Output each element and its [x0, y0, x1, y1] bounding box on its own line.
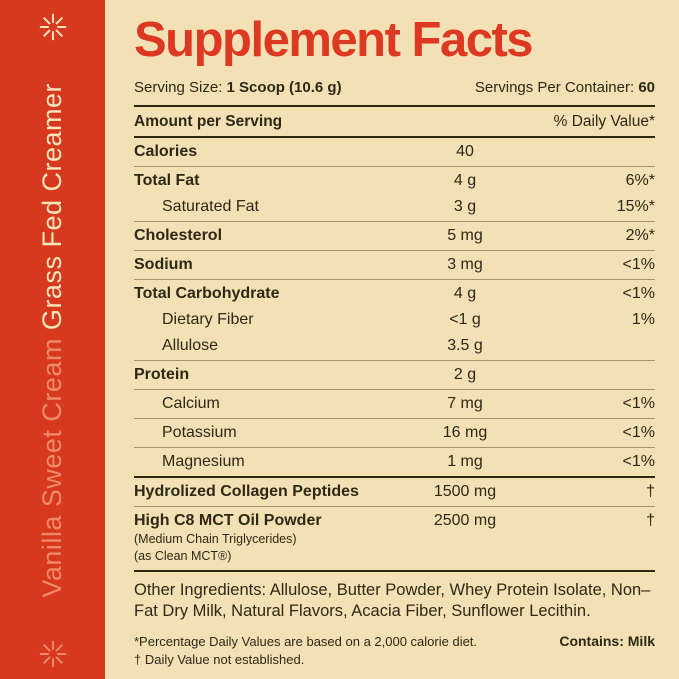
- nutrient-dv: <1%: [622, 424, 655, 441]
- nutrient-amount: 2500 mg: [433, 512, 497, 529]
- row-divider: [134, 250, 655, 251]
- nutrient-amount: 7 mg: [447, 395, 483, 412]
- nutrient-row: Saturated Fat 3 g 15%*: [134, 193, 655, 221]
- nutrient-row: Calcium 7 mg <1%: [134, 390, 655, 418]
- nutrient-amount: 1 mg: [447, 453, 483, 470]
- product-flavor: Vanilla Sweet Cream: [37, 330, 67, 598]
- servings-per-container: Servings Per Container: 60: [475, 79, 655, 96]
- row-divider: [134, 221, 655, 222]
- nutrient-name: Protein: [134, 366, 190, 383]
- nutrient-row: Allulose 3.5 g: [134, 332, 655, 360]
- row-divider: [134, 569, 655, 572]
- header-daily-value: % Daily Value*: [553, 113, 655, 130]
- starburst-icon-bottom: [39, 640, 66, 668]
- nutrient-row: Dietary Fiber <1 g 1%: [134, 306, 655, 332]
- header-amount-per-serving: Amount per Serving: [134, 113, 283, 130]
- nutrient-row: Magnesium 1 mg <1%: [134, 448, 655, 476]
- nutrient-dv: 15%*: [616, 198, 655, 215]
- contains-allergen: Contains: Milk: [559, 633, 655, 650]
- nutrient-row: High C8 MCT Oil Powder (Medium Chain Trig…: [134, 507, 655, 570]
- nutrient-name: Total Fat: [134, 172, 200, 189]
- nutrient-subnote: (Medium Chain Triglycerides): [134, 532, 297, 546]
- table-header: Amount per Serving % Daily Value*: [134, 107, 655, 136]
- nutrient-dv: <1%: [622, 256, 655, 273]
- nutrient-name: Calcium: [162, 395, 220, 412]
- nutrient-row: Cholesterol 5 mg 2%*: [134, 222, 655, 250]
- footnote-dagger: † Daily Value not established.: [134, 651, 305, 667]
- nutrient-amount: 16 mg: [442, 424, 488, 441]
- nutrient-name: Sodium: [134, 256, 193, 273]
- starburst-icon-top: [39, 13, 66, 41]
- nutrient-amount: 4 g: [453, 285, 477, 302]
- row-divider: [134, 360, 655, 361]
- nutrient-amount: 3.5 g: [447, 337, 483, 354]
- nutrient-amount: 1500 mg: [433, 483, 497, 500]
- nutrient-row: Potassium 16 mg <1%: [134, 419, 655, 447]
- row-divider: [134, 389, 655, 390]
- nutrient-row: Calories 40: [134, 138, 655, 166]
- row-divider: [134, 476, 655, 478]
- nutrient-row: Sodium 3 mg <1%: [134, 251, 655, 279]
- nutrient-dv: †: [646, 512, 655, 529]
- other-ingredients: Other Ingredients: Allulose, Butter Powd…: [134, 580, 651, 621]
- supplement-facts-panel: Supplement Facts Serving Size: 1 Scoop (…: [105, 0, 679, 679]
- nutrient-row: Hydrolized Collagen Peptides 1500 mg †: [134, 478, 655, 506]
- row-divider: [134, 447, 655, 448]
- row-divider: [134, 506, 655, 507]
- divider-top: [134, 105, 655, 107]
- product-name: Grass Fed Creamer: [37, 83, 67, 331]
- sidebar-vertical-text-wrap: Vanilla Sweet Cream Grass Fed Creamer: [37, 42, 67, 639]
- nutrient-amount: 3 g: [453, 198, 477, 215]
- nutrient-dv: 1%: [631, 311, 655, 328]
- nutrient-row: Protein 2 g: [134, 361, 655, 389]
- page-title: Supplement Facts: [134, 13, 534, 67]
- serving-size-label: Serving Size:: [134, 79, 223, 96]
- nutrient-name: Potassium: [162, 424, 237, 441]
- nutrient-amount: 2 g: [453, 366, 477, 383]
- footnote-left: *Percentage Daily Values are based on a …: [134, 633, 477, 668]
- nutrient-row: Total Fat 4 g 6%*: [134, 167, 655, 193]
- nutrient-name: Calories: [134, 143, 198, 160]
- nutrient-amount: 4 g: [453, 172, 477, 189]
- servings-value: 60: [638, 79, 655, 96]
- nutrient-name: Total Carbohydrate: [134, 285, 280, 302]
- row-divider: [134, 166, 655, 167]
- row-divider: [134, 279, 655, 280]
- nutrient-name: Cholesterol: [134, 227, 223, 244]
- footnotes: *Percentage Daily Values are based on a …: [134, 633, 655, 668]
- nutrient-name: Allulose: [162, 337, 219, 354]
- nutrient-amount: 5 mg: [447, 227, 483, 244]
- footnote-daily-values: *Percentage Daily Values are based on a …: [134, 634, 478, 650]
- nutrient-rows: Calories 40 Total Fat 4 g 6%* Saturated Fat 3 …: [134, 138, 655, 572]
- sidebar: Vanilla Sweet Cream Grass Fed Creamer: [0, 0, 105, 679]
- nutrient-dv: <1%: [622, 285, 655, 302]
- nutrient-amount: <1 g: [449, 311, 481, 328]
- nutrient-dv: <1%: [622, 453, 655, 470]
- nutrient-name-wrap: High C8 MCT Oil Powder (Medium Chain Trig…: [134, 512, 390, 565]
- nutrient-amount: 3 mg: [447, 256, 483, 273]
- divider-header: [134, 136, 655, 138]
- servings-label: Servings Per Container:: [474, 79, 635, 96]
- row-divider: [134, 418, 655, 419]
- serving-size: Serving Size: 1 Scoop (10.6 g): [134, 79, 342, 96]
- nutrient-name: Magnesium: [162, 453, 245, 470]
- nutrient-name: Saturated Fat: [162, 198, 259, 215]
- serving-row: Serving Size: 1 Scoop (10.6 g) Servings …: [134, 79, 655, 96]
- nutrient-name: Dietary Fiber: [162, 311, 254, 328]
- nutrient-dv: †: [646, 483, 655, 500]
- nutrient-amount: 40: [456, 143, 474, 160]
- product-name-vertical: Vanilla Sweet Cream Grass Fed Creamer: [37, 83, 67, 598]
- nutrient-subnote: (as Clean MCT®): [134, 549, 232, 564]
- nutrient-dv: 6%*: [625, 172, 655, 189]
- nutrient-dv: <1%: [622, 395, 655, 412]
- nutrient-dv: 2%*: [625, 227, 655, 244]
- serving-size-value: 1 Scoop (10.6 g): [226, 79, 342, 96]
- nutrient-name: Hydrolized Collagen Peptides: [134, 483, 359, 500]
- nutrient-name: High C8 MCT Oil Powder: [134, 512, 322, 529]
- nutrient-row: Total Carbohydrate 4 g <1%: [134, 280, 655, 306]
